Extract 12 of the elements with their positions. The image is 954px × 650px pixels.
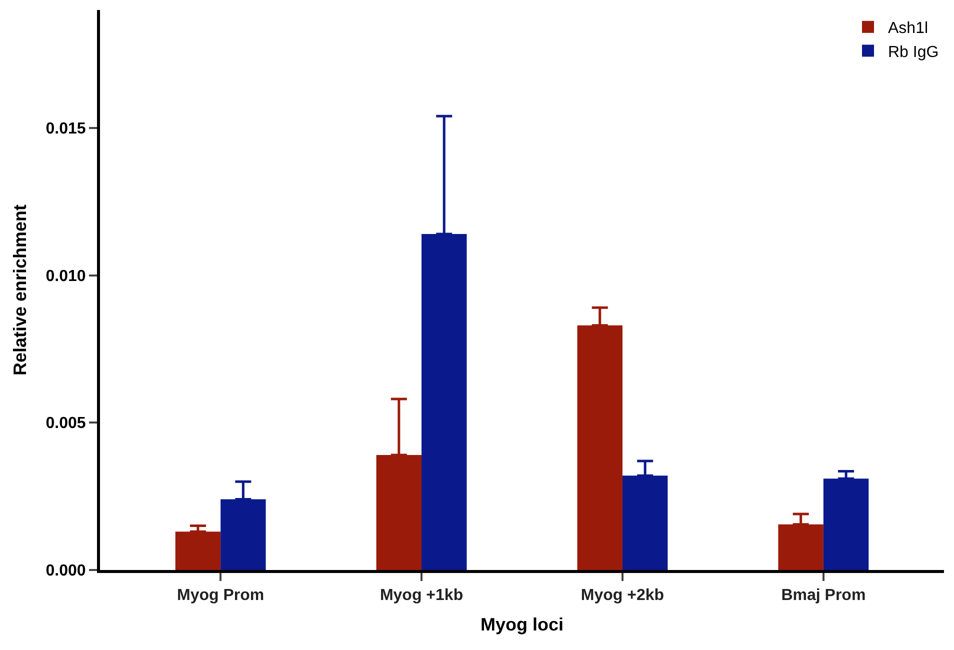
x-tick-label: Myog +2kb	[580, 587, 664, 604]
y-tick-label: 0.000	[46, 562, 86, 580]
y-tick-label: 0.015	[46, 120, 86, 138]
x-tick-label: Bmaj Prom	[781, 587, 866, 604]
y-axis-title: Relative enrichment	[10, 204, 30, 376]
x-tick-label: Myog Prom	[177, 587, 264, 604]
x-axis-title: Myog loci	[480, 614, 564, 634]
y-tick-label: 0.005	[46, 415, 86, 432]
legend-label: Rb IgG	[888, 44, 939, 61]
y-tick-label: 0.010	[46, 268, 86, 285]
x-tick-label: Myog +1kb	[380, 587, 464, 604]
legend-label: Ash1l	[888, 20, 928, 38]
